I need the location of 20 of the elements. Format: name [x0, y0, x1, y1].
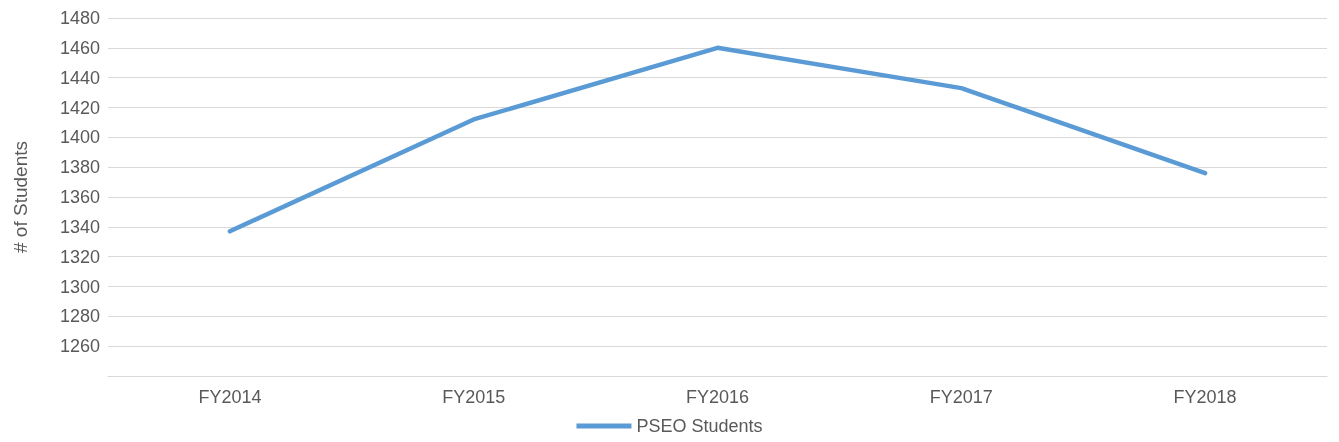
y-tick-label: 1320 — [59, 246, 100, 267]
line-series — [227, 45, 1208, 234]
y-tick-label: 1360 — [59, 187, 100, 207]
y-tick-label: 1440 — [59, 67, 100, 88]
y-tick-label: 1460 — [59, 37, 100, 58]
y-tick-label: 1380 — [59, 157, 100, 178]
y-tick-label: 1420 — [59, 97, 100, 118]
legend-label: PSEO Students — [636, 416, 763, 436]
y-axis-title: # of Students — [10, 141, 31, 253]
y-tick-label: 1300 — [59, 276, 100, 297]
y-tick-label: 1400 — [59, 127, 100, 148]
x-tick-label: FY2016 — [685, 387, 750, 407]
y-tick-label: 1340 — [59, 216, 100, 237]
x-tick-label: FY2018 — [1173, 387, 1237, 407]
x-tick-label: FY2014 — [198, 387, 262, 407]
y-tick-label: 1480 — [59, 8, 100, 28]
x-tick-label: FY2017 — [929, 387, 993, 407]
y-tick-label: 1280 — [59, 306, 100, 327]
x-tick-label: FY2015 — [442, 387, 506, 407]
y-tick-label: 1260 — [59, 336, 100, 357]
